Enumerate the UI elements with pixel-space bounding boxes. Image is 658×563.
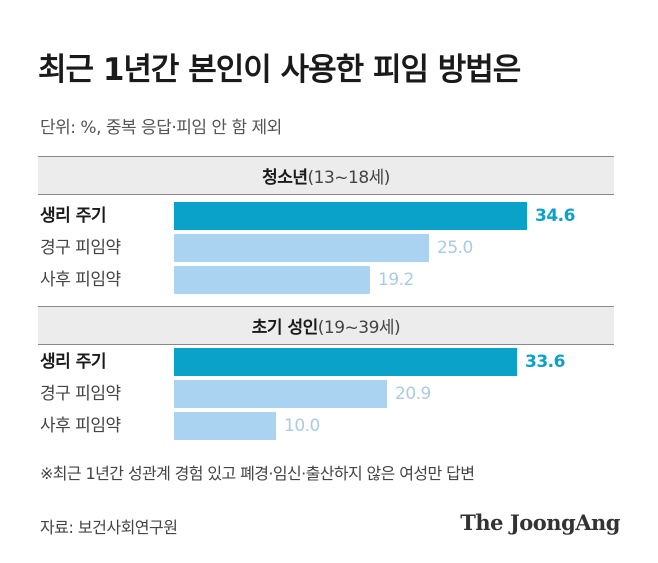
bar: [174, 412, 276, 440]
value-label: 19.2: [378, 270, 414, 290]
category-label: 사후 피임약: [40, 270, 121, 290]
group-age-range: (19~39세): [317, 318, 401, 338]
bar: [174, 348, 517, 376]
value-label: 25.0: [437, 238, 473, 258]
bar: [174, 234, 429, 262]
group-age-range: (13~18세): [307, 168, 391, 188]
value-label: 33.6: [525, 352, 565, 372]
category-label: 생리 주기: [40, 352, 106, 372]
value-label: 10.0: [284, 416, 320, 436]
group-name: 초기 성인: [251, 318, 318, 338]
divider-line: [38, 194, 614, 195]
bar: [174, 380, 387, 408]
unit-note: 단위: %, 중복 응답·피임 안 함 제외: [40, 118, 282, 138]
source-text: 자료: 보건사회연구원: [40, 518, 178, 537]
footnote: ※최근 1년간 성관계 경험 있고 폐경·임신·출산하지 않은 여성만 답변: [40, 464, 475, 483]
publisher-logo: The JoongAng: [460, 510, 620, 535]
bar: [174, 202, 527, 230]
bar: [174, 266, 370, 294]
value-label: 20.9: [395, 384, 431, 404]
divider-line: [38, 156, 614, 157]
group-name: 청소년: [262, 168, 308, 188]
group-header: 청소년 (13~18세): [38, 157, 614, 194]
group-header: 초기 성인 (19~39세): [38, 307, 614, 344]
category-label: 경구 피임약: [40, 384, 121, 404]
value-label: 34.6: [535, 206, 575, 226]
category-label: 사후 피임약: [40, 416, 121, 436]
divider-line: [38, 306, 614, 307]
category-label: 경구 피임약: [40, 238, 121, 258]
chart-title: 최근 1년간 본인이 사용한 피임 방법은: [38, 52, 521, 88]
divider-line: [38, 344, 614, 345]
category-label: 생리 주기: [40, 206, 106, 226]
